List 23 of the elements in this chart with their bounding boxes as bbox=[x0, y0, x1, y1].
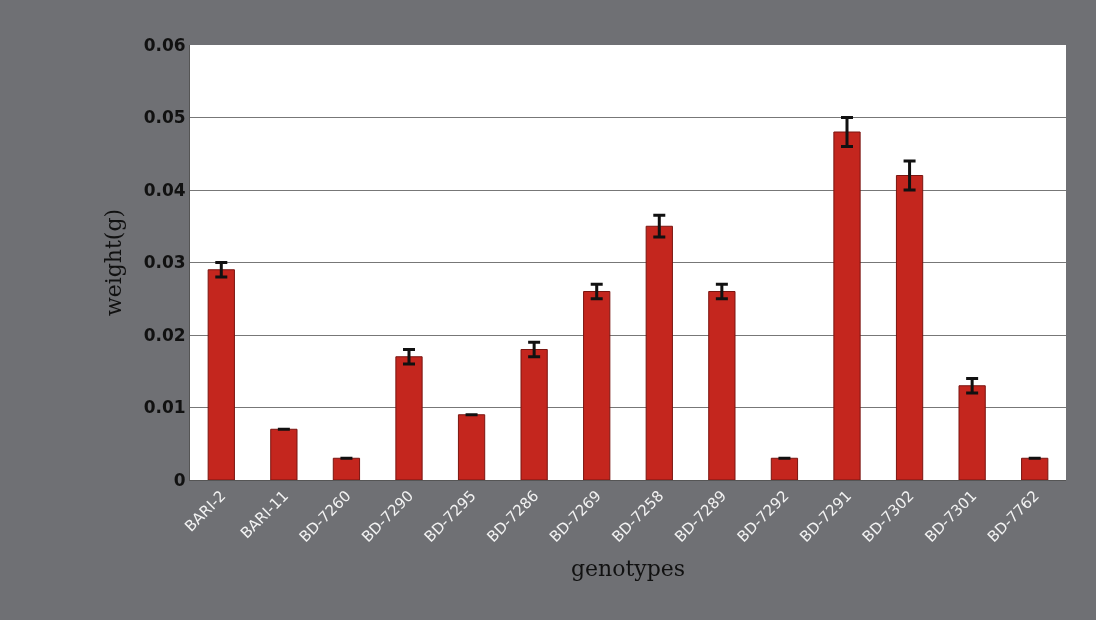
bar bbox=[395, 356, 423, 480]
y-tick-label: 0.04 bbox=[143, 179, 186, 200]
bar bbox=[833, 131, 861, 480]
y-tick-label: 0 bbox=[173, 469, 186, 490]
x-axis-title: genotypes bbox=[570, 555, 686, 581]
bar bbox=[207, 269, 235, 480]
bar bbox=[770, 457, 799, 480]
y-tick-label: 0.02 bbox=[143, 324, 186, 345]
y-tick-label: 0.06 bbox=[143, 34, 186, 55]
bar bbox=[1021, 457, 1049, 480]
bar bbox=[457, 414, 486, 480]
bar bbox=[270, 428, 298, 480]
y-tick-label: 0.01 bbox=[143, 397, 186, 418]
bar bbox=[583, 291, 611, 480]
y-axis-title: weight(g) bbox=[101, 208, 127, 317]
bar bbox=[520, 349, 548, 480]
bar bbox=[645, 225, 673, 480]
bar bbox=[958, 385, 986, 480]
y-tick-label: 0.05 bbox=[143, 107, 186, 128]
bar bbox=[895, 175, 924, 480]
y-tick-label: 0.03 bbox=[143, 252, 186, 273]
bar bbox=[708, 291, 736, 480]
bar bbox=[332, 457, 361, 480]
